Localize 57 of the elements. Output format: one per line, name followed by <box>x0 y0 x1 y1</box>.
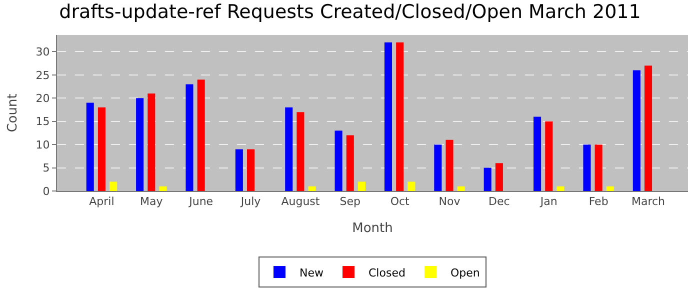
legend-label: Open <box>450 266 480 280</box>
y-tick-label: 30 <box>36 46 50 59</box>
bar <box>334 130 342 191</box>
bar <box>594 144 602 191</box>
bar <box>358 182 366 191</box>
x-tick-label: August <box>281 195 320 208</box>
bar <box>644 66 652 191</box>
bar <box>534 116 542 191</box>
bar <box>606 186 614 191</box>
x-tick-label: Sep <box>340 195 361 208</box>
y-tick-label: 5 <box>42 162 50 175</box>
bar <box>434 144 442 191</box>
y-tick-label: 10 <box>36 138 50 152</box>
y-axis-title: Count <box>6 94 21 132</box>
bar <box>384 42 392 191</box>
bar <box>285 107 293 191</box>
y-tick-label: 25 <box>36 68 50 82</box>
bar <box>346 135 354 191</box>
bar <box>296 112 304 191</box>
legend-label: New <box>300 266 324 280</box>
chart-title: drafts-update-ref Requests Created/Closed/Open March 2011 <box>59 0 641 23</box>
x-tick-label: June <box>188 195 214 208</box>
x-axis-title: Month <box>352 220 393 236</box>
x-tick-label: Oct <box>390 195 410 208</box>
bar <box>159 186 167 191</box>
y-tick-label: 15 <box>36 115 50 128</box>
bar <box>235 149 243 191</box>
bar <box>545 121 553 191</box>
bar <box>197 80 205 191</box>
legend-label: Closed <box>368 266 406 280</box>
bar <box>247 149 255 191</box>
x-tick-label: May <box>140 195 164 208</box>
bar <box>583 144 591 191</box>
x-tick-label: March <box>631 195 666 208</box>
bar <box>632 70 640 191</box>
bar <box>86 102 94 191</box>
bar <box>396 42 404 191</box>
bar <box>148 94 156 191</box>
bar <box>110 182 118 191</box>
y-tick-label: 20 <box>36 92 50 105</box>
bar <box>136 98 144 191</box>
x-tick-label: Feb <box>588 195 608 208</box>
x-tick-label: Nov <box>438 195 461 208</box>
bar <box>408 182 416 191</box>
x-tick-label: Jan <box>539 195 558 208</box>
bar <box>308 186 316 191</box>
bar <box>98 107 106 191</box>
x-tick-label: Dec <box>488 195 510 208</box>
bar <box>446 140 454 191</box>
x-tick-label: April <box>89 195 114 208</box>
bar <box>495 163 503 191</box>
bar <box>457 186 465 191</box>
y-tick-label: 0 <box>42 184 50 198</box>
bar <box>556 186 564 191</box>
bar <box>484 168 492 191</box>
x-tick-label: July <box>240 195 262 208</box>
bar <box>186 84 194 191</box>
